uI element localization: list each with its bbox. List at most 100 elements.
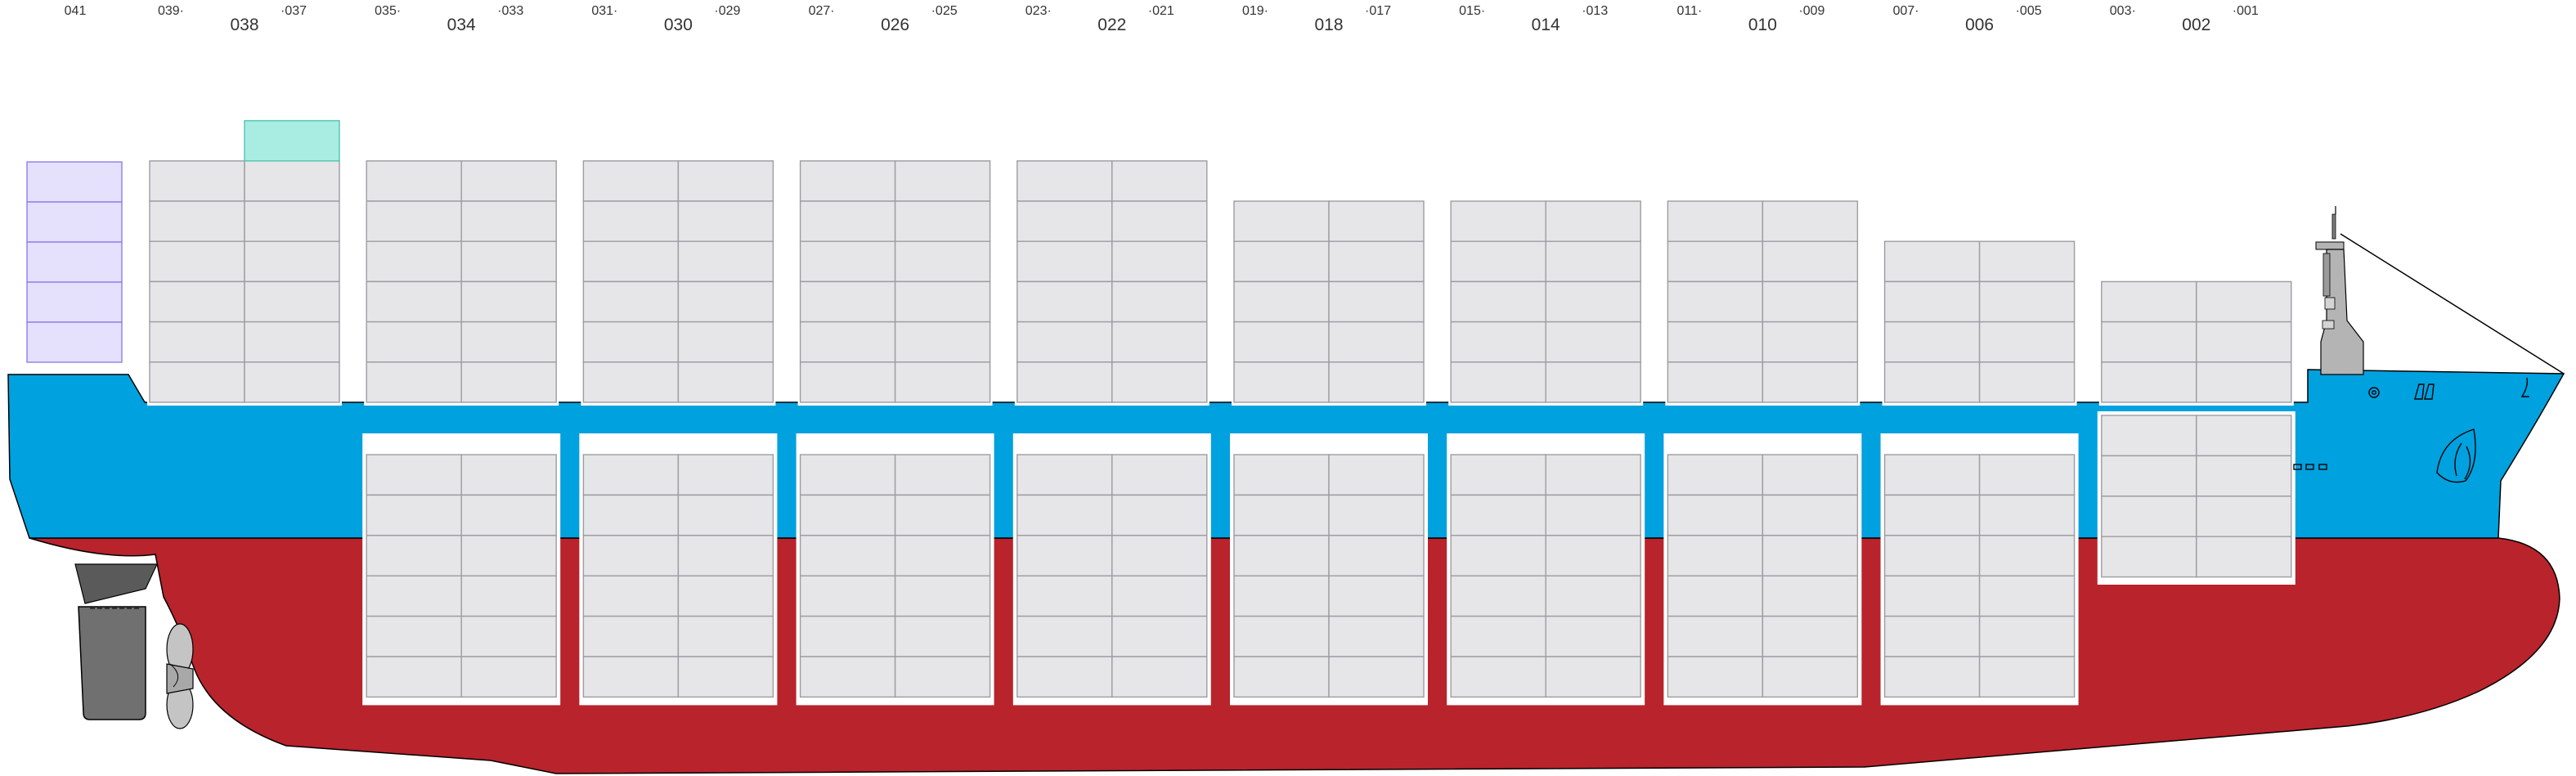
bay-label-even: 026 xyxy=(881,16,909,34)
special-container-slot xyxy=(26,201,123,243)
deck-container-slot xyxy=(1883,361,1981,403)
hold-container-slot xyxy=(1111,656,1208,698)
deck-container-slot xyxy=(244,240,340,283)
hold-container-slot xyxy=(677,535,774,576)
deck-container-slot xyxy=(244,160,340,202)
hold-container-slot xyxy=(1978,575,2076,617)
bay-label-odd-fwd: ·025 xyxy=(931,4,958,18)
hold-container-slot xyxy=(1883,575,1981,617)
bay-label-odd-aft: 011· xyxy=(1677,4,1703,18)
deck-container-slot xyxy=(1667,321,1764,363)
deck-container-slot xyxy=(366,200,462,242)
deck-container-slot xyxy=(1111,361,1208,403)
special-container-slot xyxy=(26,321,123,363)
deck-container-slot xyxy=(149,361,245,403)
forestay-line xyxy=(2340,233,2565,375)
hold-container-slot xyxy=(1761,575,1859,617)
hold-container-slot xyxy=(1761,535,1859,576)
draft-mark-icon xyxy=(2414,384,2435,400)
hold-container-slot xyxy=(894,535,991,576)
bay-label-even: 002 xyxy=(2182,16,2210,34)
hold-container-slot xyxy=(1545,575,1641,617)
hull-opening xyxy=(2305,464,2314,470)
deck-container-slot xyxy=(1978,240,2076,283)
hold-container-slot xyxy=(460,494,557,536)
hold-container-slot xyxy=(582,454,680,496)
hold-container-slot xyxy=(1978,535,2076,576)
hold-container-slot xyxy=(1545,615,1641,657)
hold-container-slot xyxy=(1883,454,1981,496)
hold-container-slot xyxy=(1233,535,1330,576)
deck-container-slot xyxy=(1883,280,1981,323)
deck-container-slot xyxy=(1667,200,1764,242)
bay-label-group: 019· 018 ·017 xyxy=(1242,4,1391,34)
deck-container-slot xyxy=(1761,200,1859,242)
propeller-hub xyxy=(166,663,194,694)
reefer-container-slot xyxy=(244,119,340,162)
hold-container-slot xyxy=(1978,656,2076,698)
hold-container-slot xyxy=(1328,656,1425,698)
deck-container-slot xyxy=(1016,160,1113,202)
bay-018 xyxy=(1230,200,1428,706)
deck-container-slot xyxy=(1978,361,2076,403)
deck-container-slot xyxy=(1016,361,1113,403)
deck-container-slot xyxy=(1545,240,1641,283)
deck-container-slot xyxy=(1233,200,1330,242)
deck-container-slot xyxy=(149,200,245,242)
deck-container-slot xyxy=(894,160,991,202)
bay-label-odd-fwd: ·017 xyxy=(1365,4,1391,18)
bay-label-group: 007· 006 ·005 xyxy=(1893,4,2042,34)
rudder-stock xyxy=(74,563,158,604)
deck-container-slot xyxy=(799,321,896,363)
bay-labels: 039· 038 ·037 035· 034 ·033 031· 030 ·029 027· 026… xyxy=(65,4,2259,34)
bay-label-odd-aft: 027· xyxy=(809,4,835,18)
deck-container-slot xyxy=(366,240,462,283)
anchor-pocket-icon xyxy=(2520,377,2529,397)
bay-label-group: 023· 022 ·021 xyxy=(1025,4,1174,34)
bay-label-even: 022 xyxy=(1097,16,1126,34)
deck-container-slot xyxy=(366,361,462,403)
bay-label-odd-aft: 015· xyxy=(1459,4,1485,18)
hold-container-slot xyxy=(1450,535,1546,576)
deck-container-slot xyxy=(1328,200,1425,242)
hold-container-slot xyxy=(1667,494,1764,536)
hold-container-slot xyxy=(894,494,991,536)
hull-opening xyxy=(2318,464,2327,470)
deck-container-slot xyxy=(1233,280,1330,323)
deck-container-slot xyxy=(1761,280,1859,323)
hold-container-slot xyxy=(1328,535,1425,576)
hold-container-slot xyxy=(2101,496,2197,537)
bay-label-group: 011· 010 ·009 xyxy=(1677,4,1825,34)
hold-container-slot xyxy=(366,454,462,496)
hold-container-slot xyxy=(894,656,991,698)
deck-container-slot xyxy=(2196,361,2292,403)
bay-label-odd-fwd: ·033 xyxy=(497,4,523,18)
deck-container-slot xyxy=(366,280,462,323)
hold-container-slot xyxy=(799,656,896,698)
bay-label-odd-aft: 019· xyxy=(1242,4,1268,18)
hold-container-slot xyxy=(1233,494,1330,536)
hold-container-slot xyxy=(1111,494,1208,536)
deck-container-slot xyxy=(1761,321,1859,363)
bay-label-odd-fwd: ·001 xyxy=(2233,4,2259,18)
hold-container-slot xyxy=(1016,656,1113,698)
hold-container-slot xyxy=(1978,494,2076,536)
hold-container-slot xyxy=(799,575,896,617)
deck-container-slot xyxy=(149,280,245,323)
deck-container-slot xyxy=(460,321,557,363)
hold-container-slot xyxy=(677,494,774,536)
hull-opening xyxy=(2293,464,2302,470)
hold-container-slot xyxy=(1233,656,1330,698)
hold-container-slot xyxy=(1233,615,1330,657)
deck-container-slot xyxy=(2101,361,2197,403)
hold-container-slot xyxy=(677,575,774,617)
hold-container-slot xyxy=(677,454,774,496)
bay-label-odd-aft: 007· xyxy=(1893,4,1919,18)
deck-container-slot xyxy=(460,240,557,283)
deck-container-slot xyxy=(2101,280,2197,323)
deck-container-slot xyxy=(1111,200,1208,242)
container-stacks xyxy=(26,119,2296,706)
bay-label-odd-aft: 035· xyxy=(375,4,401,18)
deck-container-slot xyxy=(1328,240,1425,283)
deck-container-slot xyxy=(460,160,557,202)
